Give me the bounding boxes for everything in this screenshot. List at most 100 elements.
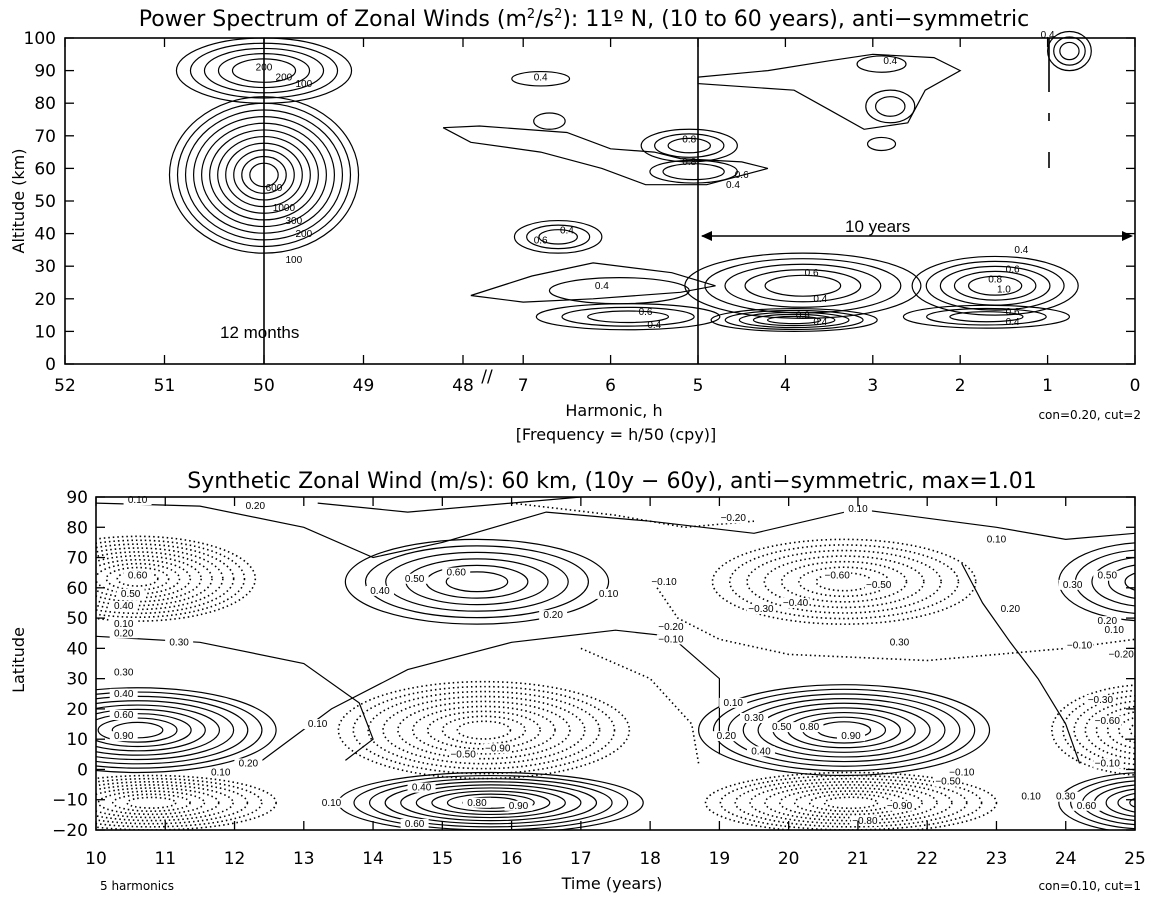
contour-line (1059, 41, 1080, 61)
contour-line-negative (96, 535, 257, 622)
contour-label: 0.8 (682, 157, 696, 168)
contour-label-bg (947, 767, 976, 778)
contour-label: 0.40 (114, 601, 134, 612)
x-tick-label: 13 (293, 849, 315, 869)
contour-line (654, 133, 725, 158)
contour-label-bg (483, 743, 512, 754)
contour-line-positive (446, 793, 535, 812)
contour-line (953, 270, 1037, 301)
x-tick-label: 6 (605, 376, 616, 396)
contour-label: 0.6 (534, 235, 548, 246)
contour-line-negative (96, 555, 202, 603)
x-tick-label: 2 (955, 376, 966, 396)
contour-line-positive (96, 708, 206, 752)
contour-line-positive (1117, 792, 1135, 813)
contour-label-bg (649, 576, 678, 587)
contour-label: 0.10 (114, 619, 134, 630)
contour-line-negative (823, 796, 879, 810)
contour-label-bg (850, 815, 879, 826)
x-tick-label: 49 (353, 376, 375, 396)
x-tick-label: 17 (570, 849, 592, 869)
contour-line-negative (105, 566, 170, 591)
contour-label: 1000 (273, 203, 296, 214)
contour-line-negative (780, 560, 908, 603)
synthetic-wind-contours (96, 497, 1135, 830)
contour-label-bg (109, 667, 138, 678)
contour-line (926, 307, 1047, 326)
contour-line-negative (411, 705, 556, 755)
y-tick-label: 100 (24, 29, 56, 49)
contour-line-positive (96, 700, 235, 761)
contour-line (911, 255, 1079, 316)
power-spectrum-panel: Power Spectrum of Zonal Winds (m2/s2): 1… (9, 7, 1141, 444)
contour-line-negative (656, 587, 1135, 662)
contour-label: −0.50 (866, 580, 892, 591)
contour-label: 0.10 (322, 798, 342, 809)
contour-label: 0.10 (1104, 625, 1124, 636)
contour-line-negative (711, 538, 977, 625)
contour-label: −0.90 (887, 801, 913, 812)
annotation-12-months: 12 months (220, 323, 299, 342)
contour-label: 0.4 (595, 281, 609, 292)
contour-label: −0.60 (1095, 716, 1121, 727)
contour-label-bg (594, 588, 623, 599)
power-spectrum-contour-labels: 20020010060010003002001000.40.80.80.60.4… (256, 30, 1055, 331)
contour-label: 0.8 (796, 310, 810, 321)
contour-line (939, 265, 1051, 306)
contour-line-negative (734, 777, 968, 828)
contour-label-bg (885, 637, 914, 648)
contour-label: 0.4 (534, 72, 548, 83)
contour-label-bg (1086, 694, 1115, 705)
contour-line (925, 260, 1065, 311)
contour-label-bg (109, 619, 138, 630)
contour-label-bg (109, 731, 138, 742)
contour-line (513, 219, 603, 254)
x-tick-label: 4 (780, 376, 791, 396)
contour-label-bg (656, 622, 685, 633)
contour-label-bg (1100, 625, 1129, 636)
contour-label: −0.90 (485, 743, 511, 754)
contour-line (766, 315, 822, 325)
contour-line-negative (382, 695, 586, 765)
contour-line (1053, 36, 1086, 66)
contour-line-negative (96, 784, 234, 822)
contour-line-negative (397, 700, 571, 760)
contour-label-bg (165, 637, 194, 648)
contour-label: 0.10 (987, 534, 1007, 545)
contour-line (752, 313, 836, 327)
contour-line-positive (1074, 549, 1135, 614)
contour-label-bg (449, 749, 478, 760)
contour-label-bg (109, 601, 138, 612)
contour-label: 0.40 (751, 746, 771, 757)
contour-label: −0.10 (949, 768, 975, 779)
contour-line-positive (344, 538, 610, 625)
y-tick-label: 40 (34, 225, 56, 245)
contour-line-positive (961, 563, 1081, 764)
contour-label: 0.6 (1006, 265, 1020, 276)
contour-line-positive (1124, 572, 1135, 591)
contour-label-bg (123, 570, 152, 581)
contour-line (856, 55, 907, 73)
contour-line-positive (368, 778, 613, 828)
x-tick-label: 51 (154, 376, 176, 396)
y-tick-label: 50 (66, 609, 88, 629)
contour-label: 0.20 (717, 731, 737, 742)
contour-line (874, 96, 906, 117)
contour-label-bg (234, 758, 263, 769)
x-tick-label: 18 (639, 849, 661, 869)
contour-line (724, 309, 864, 331)
contour-label-bg (837, 731, 866, 742)
x-tick-label: 21 (847, 849, 869, 869)
contour-label-bg (116, 588, 145, 599)
contour-label: 0.20 (1098, 616, 1118, 627)
contour-label: 0.6 (1006, 307, 1020, 318)
y-tick-label: 10 (66, 730, 88, 750)
power-spectrum-ylabel: Altitude (km) (9, 149, 28, 254)
contour-label: 0.30 (890, 637, 910, 648)
contour-line-positive (96, 695, 249, 765)
contour-line (662, 163, 725, 181)
contour-label-bg (109, 688, 138, 699)
contour-line-negative (763, 555, 925, 609)
contour-label: 0.4 (1014, 245, 1028, 256)
contour-label: 0.60 (446, 568, 466, 579)
